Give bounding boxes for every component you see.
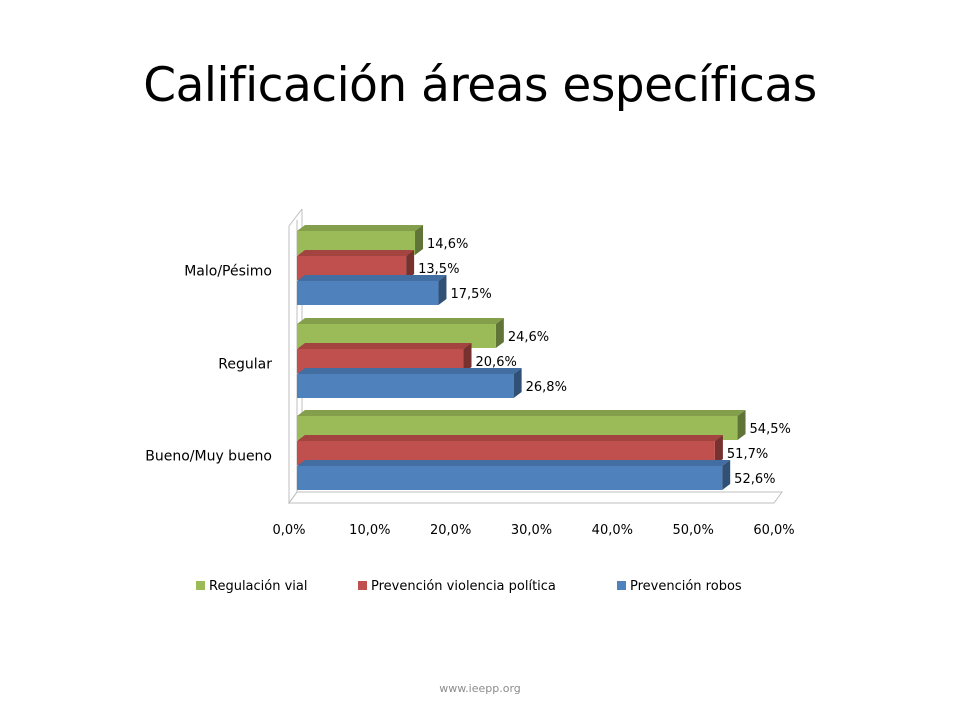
- bar-top-face: [297, 410, 746, 416]
- data-label: 54,5%: [750, 422, 791, 437]
- bar-side-face: [495, 318, 504, 348]
- bar-top-face: [297, 318, 504, 324]
- x-tick-label: 10,0%: [349, 523, 390, 538]
- legend-label: Prevención violencia política: [371, 579, 556, 594]
- data-label: 13,5%: [418, 262, 459, 277]
- wall-top-edge: [288, 208, 303, 227]
- x-tick-label: 0,0%: [272, 523, 305, 538]
- bar-side-face: [513, 368, 522, 398]
- bar-side-face: [737, 410, 746, 440]
- bar-side-face: [406, 250, 415, 280]
- bar-top-face: [297, 225, 424, 231]
- bar-side-face: [415, 225, 424, 255]
- legend-label: Prevención robos: [630, 579, 742, 594]
- x-tick-label: 50,0%: [673, 523, 714, 538]
- data-label: 14,6%: [427, 237, 468, 252]
- legend-swatch: [358, 581, 367, 590]
- bar-2-0: [297, 281, 439, 305]
- bar-0-0: [297, 466, 723, 490]
- data-label: 26,8%: [526, 380, 567, 395]
- bar-top-face: [297, 275, 447, 281]
- chart-side-wall: [288, 220, 298, 505]
- legend-label: Regulación vial: [209, 579, 307, 594]
- x-tick-label: 20,0%: [430, 523, 471, 538]
- bar-top-face: [297, 368, 522, 374]
- bar-top-face: [297, 435, 723, 441]
- chart-bars: [297, 225, 746, 490]
- bar-top-face: [297, 343, 472, 349]
- x-tick-label: 40,0%: [592, 523, 633, 538]
- legend-swatch: [196, 581, 205, 590]
- bar-side-face: [714, 435, 723, 465]
- data-labels: 54,5% 51,7% 52,6% 24,6% 20,6% 26,8% 14,6% 13,5%…: [418, 237, 791, 487]
- data-label: 20,6%: [476, 355, 517, 370]
- data-label: 52,6%: [734, 472, 775, 487]
- x-axis-ticks: 0,0% 10,0% 20,0% 30,0% 40,0% 50,0% 60,0%: [272, 523, 794, 538]
- x-tick-label: 30,0%: [511, 523, 552, 538]
- bar-top-face: [297, 250, 415, 256]
- footer-url: www.ieepp.org: [439, 682, 521, 695]
- x-tick-label: 60,0%: [753, 523, 794, 538]
- category-label: Malo/Pésimo: [184, 264, 272, 280]
- bar-top-face: [297, 460, 731, 466]
- data-label: 51,7%: [727, 447, 768, 462]
- legend-swatch: [617, 581, 626, 590]
- page-title: Calificación áreas específicas: [143, 58, 817, 113]
- bar-side-face: [438, 275, 447, 305]
- bar-1-0: [297, 374, 514, 398]
- data-label: 24,6%: [508, 330, 549, 345]
- legend: Regulación vial Prevención violencia polí…: [196, 579, 742, 594]
- category-label: Bueno/Muy bueno: [145, 449, 272, 465]
- category-labels: Bueno/Muy bueno Regular Malo/Pésimo: [145, 264, 272, 465]
- category-label: Regular: [218, 357, 272, 373]
- bar-side-face: [722, 460, 731, 490]
- data-label: 17,5%: [450, 287, 491, 302]
- bar-side-face: [463, 343, 472, 373]
- chart-floor: [288, 491, 783, 504]
